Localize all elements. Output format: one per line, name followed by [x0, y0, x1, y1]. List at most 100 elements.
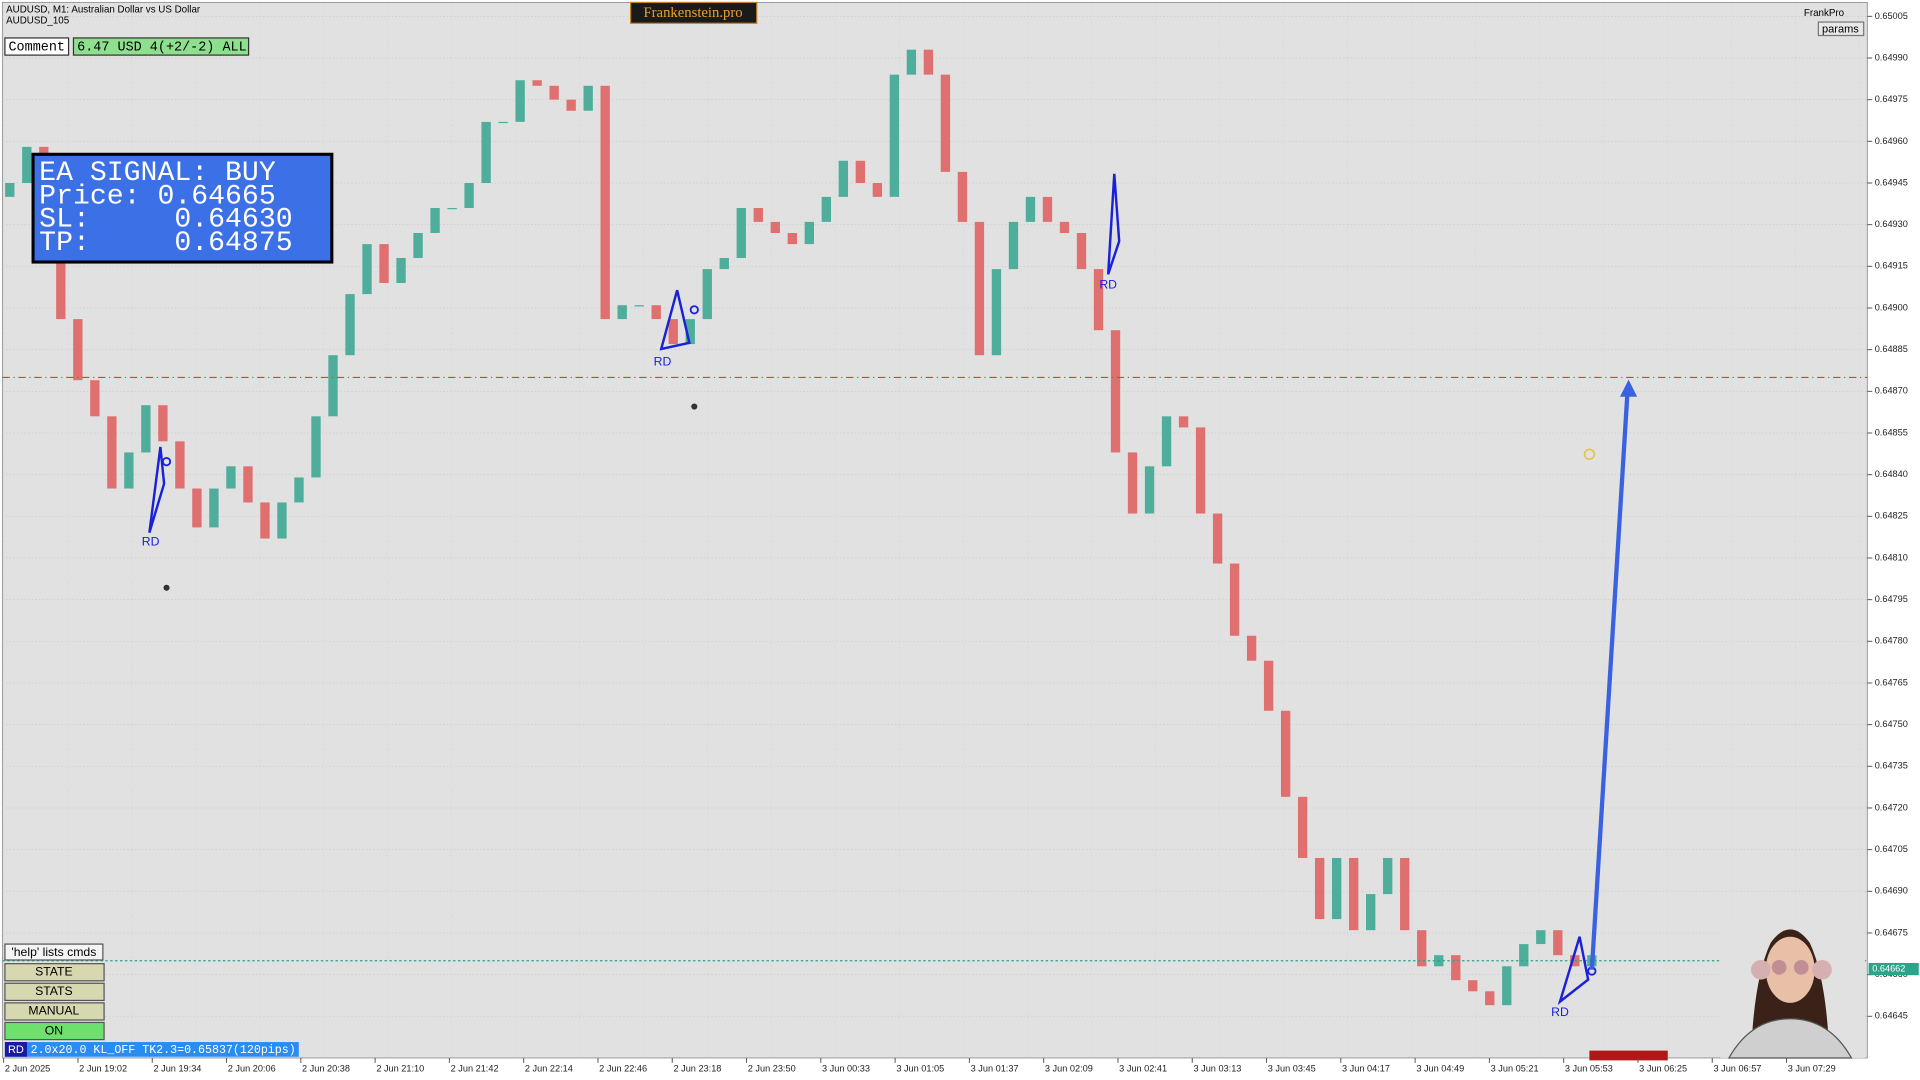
- candle-body: [1519, 944, 1529, 967]
- x-tick-label: 2 Jun 22:46: [599, 1063, 647, 1073]
- sl-arrow: [1589, 1050, 1668, 1061]
- status-bar: [4, 1042, 299, 1057]
- candle-body: [1331, 857, 1342, 920]
- brand-box: [630, 1, 758, 24]
- x-tick-label: 2 Jun 20:38: [302, 1063, 350, 1073]
- candle-body: [957, 171, 968, 222]
- candle-body: [1263, 660, 1274, 711]
- candle-body: [634, 305, 644, 307]
- x-tick-label: 2 Jun 20:06: [228, 1063, 276, 1073]
- candle-body: [1553, 930, 1563, 956]
- symbol-title: AUDUSD, M1: Australian Dollar vs US Doll…: [6, 4, 201, 15]
- x-tick-label: 2 Jun 19:34: [153, 1063, 201, 1073]
- rd-label: RD: [654, 355, 672, 369]
- y-tick-label: 0.64705: [1875, 844, 1908, 854]
- candle-body: [209, 488, 219, 528]
- candle-body: [1400, 857, 1410, 931]
- candle-body: [1059, 221, 1070, 233]
- candle-body: [1451, 955, 1461, 981]
- candle-body: [804, 221, 814, 245]
- stats-label[interactable]: STATS: [35, 984, 73, 998]
- rd-triangle: [148, 446, 166, 534]
- candle-body: [549, 85, 559, 100]
- candle-body: [1110, 330, 1121, 453]
- candle-body: [702, 269, 712, 320]
- account: FrankPro: [1804, 8, 1845, 19]
- status-tag-box: [4, 1042, 27, 1057]
- help-text: 'help' lists cmds: [11, 945, 96, 959]
- on-label[interactable]: ON: [45, 1023, 63, 1037]
- candle-body: [583, 85, 593, 111]
- x-tick-label: 3 Jun 06:25: [1639, 1063, 1687, 1073]
- y-tick-label: 0.64780: [1875, 636, 1908, 646]
- candle-body: [158, 405, 168, 442]
- avatar: [1720, 915, 1865, 1059]
- candle-body: [566, 99, 576, 111]
- on-button[interactable]: [4, 1021, 105, 1041]
- x-tick-label: 3 Jun 05:53: [1565, 1063, 1613, 1073]
- x-tick-label: 3 Jun 01:05: [896, 1063, 944, 1073]
- avatar-headphone: [1751, 960, 1771, 980]
- state-button[interactable]: [4, 963, 105, 982]
- candle-body: [889, 74, 900, 197]
- signal-line: SL: 0.64630: [39, 205, 292, 236]
- candle-body: [872, 182, 883, 197]
- x-tick-label: 3 Jun 05:21: [1491, 1063, 1539, 1073]
- candle-body: [5, 182, 15, 197]
- y-tick-label: 0.64825: [1875, 511, 1908, 521]
- manual-button[interactable]: [4, 1002, 105, 1021]
- candle-body: [362, 244, 372, 295]
- candle-body: [1536, 930, 1546, 945]
- grid-layer: [2, 15, 1868, 1017]
- skull-icon: [163, 584, 170, 591]
- candle-body: [1314, 857, 1325, 920]
- candle-body: [1178, 416, 1189, 428]
- avatar-face: [1765, 936, 1815, 1003]
- rd-triangle: [659, 289, 691, 351]
- x-tick-label: 2 Jun 22:14: [525, 1063, 573, 1073]
- candle-body: [1127, 452, 1138, 514]
- candle-body: [260, 502, 270, 539]
- candle-body: [243, 466, 253, 503]
- candle-body: [464, 182, 474, 208]
- candle-body: [311, 416, 321, 478]
- candle-body: [124, 452, 134, 489]
- rd-label: RD: [1099, 278, 1117, 292]
- rd-triangle: [1557, 936, 1590, 1005]
- candle-body: [1042, 196, 1053, 222]
- params-button[interactable]: [1817, 21, 1865, 37]
- target-arrow: [1589, 394, 1630, 970]
- avatar-headphone: [1812, 960, 1832, 980]
- y-tick-label: 0.64900: [1875, 302, 1908, 312]
- stats-button[interactable]: [4, 982, 105, 1002]
- x-tick-label: 2 Jun 21:42: [451, 1063, 499, 1073]
- candle-body: [1502, 966, 1512, 1006]
- signal-line: EA SIGNAL: BUY: [39, 158, 276, 189]
- state-label[interactable]: STATE: [35, 964, 73, 978]
- comment-label: Comment: [8, 41, 65, 56]
- y-tick-label: 0.64795: [1875, 594, 1908, 604]
- candle-body: [379, 244, 389, 283]
- candle-body: [1093, 269, 1104, 331]
- candle-body: [1468, 980, 1478, 992]
- candle-body: [413, 232, 423, 258]
- status-tag: RD: [8, 1044, 24, 1056]
- candle-body: [1485, 991, 1495, 1006]
- marker: [689, 305, 699, 315]
- candle-body: [22, 146, 32, 183]
- candle-body: [753, 207, 763, 222]
- marker: [161, 457, 172, 467]
- y-tick-label: 0.64690: [1875, 886, 1908, 896]
- candle-body: [821, 196, 832, 222]
- candle-body: [56, 244, 66, 320]
- candle-body: [90, 380, 100, 417]
- comment-label-box: [4, 37, 70, 56]
- y-tick-label: 0.64990: [1875, 52, 1908, 62]
- params-label[interactable]: params: [1822, 23, 1859, 35]
- candle-body: [719, 257, 729, 270]
- y-tick-label: 0.64675: [1875, 927, 1908, 937]
- comment-value-box: [72, 37, 250, 56]
- manual-label[interactable]: MANUAL: [28, 1004, 79, 1018]
- rd-label: RD: [1551, 1005, 1569, 1019]
